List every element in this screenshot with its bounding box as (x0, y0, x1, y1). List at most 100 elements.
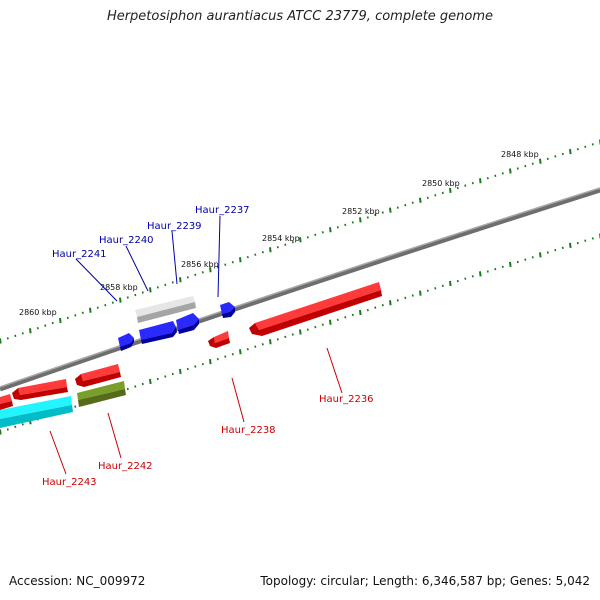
inner-minor-tick (231, 352, 234, 356)
outer-minor-tick (171, 281, 174, 284)
outer-major-tick (269, 247, 272, 253)
inner-major-tick (419, 290, 422, 296)
gene-label-haur-2243[interactable]: Haur_2243 (42, 477, 97, 488)
inner-major-tick (0, 429, 2, 435)
outer-minor-tick (516, 167, 519, 170)
outer-minor-tick (276, 245, 279, 249)
outer-major-tick (419, 197, 422, 203)
gene-haur-2242-red[interactable] (75, 364, 121, 387)
inner-minor-tick (584, 239, 587, 242)
gene-haur-2243-red[interactable] (12, 379, 68, 400)
outer-minor-tick (194, 273, 197, 277)
gene-haur-2240-a[interactable] (176, 313, 199, 334)
outer-minor-tick (546, 157, 549, 161)
outer-minor-tick (254, 253, 257, 256)
outer-major-tick (149, 287, 152, 293)
outer-minor-tick (314, 233, 317, 237)
outer-scale-ticks (0, 139, 600, 344)
inner-minor-tick (254, 345, 257, 348)
inner-minor-tick (426, 289, 429, 292)
gene-haur-2239[interactable] (135, 296, 196, 323)
inner-minor-tick (351, 313, 354, 317)
outer-minor-tick (21, 332, 24, 335)
gene-haur-2241[interactable] (118, 333, 134, 351)
gene-label-haur-2242[interactable]: Haur_2242 (98, 461, 153, 472)
outer-minor-tick (126, 296, 129, 299)
gene-label-haur-2237[interactable]: Haur_2237 (195, 205, 250, 216)
inner-minor-tick (141, 382, 144, 386)
gene-haur-2240-b[interactable] (139, 321, 177, 344)
outer-major-tick (299, 237, 302, 243)
inner-minor-tick (216, 357, 219, 361)
inner-minor-tick (224, 355, 227, 358)
inner-minor-tick (531, 256, 534, 259)
scale-label-2852: 2852 kbp (342, 207, 380, 216)
inner-minor-tick (486, 270, 489, 273)
outer-minor-tick (186, 276, 189, 279)
outer-minor-tick (81, 311, 84, 315)
outer-minor-tick (261, 250, 264, 254)
outer-minor-tick (486, 176, 489, 180)
outer-minor-tick (51, 321, 54, 325)
gene-label-haur-2240[interactable]: Haur_2240 (99, 235, 154, 246)
gene-label-haur-2238[interactable]: Haur_2238 (221, 425, 276, 436)
inner-major-tick (149, 378, 152, 385)
gene-haur-2242[interactable] (77, 381, 126, 407)
inner-minor-tick (366, 308, 369, 312)
outer-minor-tick (216, 265, 219, 269)
outer-minor-tick (411, 201, 414, 204)
inner-minor-tick (396, 299, 399, 302)
outer-minor-tick (74, 314, 77, 317)
outer-minor-tick (156, 286, 159, 289)
gene-haur-2237[interactable] (220, 302, 235, 318)
genome-summary-text: Topology: circular; Length: 6,346,587 bp… (260, 574, 590, 588)
inner-minor-tick (546, 251, 549, 254)
outer-minor-tick (66, 316, 69, 320)
inner-minor-tick (434, 287, 437, 290)
outer-minor-tick (524, 164, 527, 168)
inner-minor-tick (576, 241, 579, 245)
gene-haur-2238[interactable] (208, 331, 230, 348)
gene-haur-2236[interactable] (249, 282, 382, 336)
inner-major-tick (389, 300, 392, 306)
outer-minor-tick (351, 221, 354, 224)
inner-minor-tick (171, 372, 174, 376)
inner-minor-tick (494, 267, 497, 271)
gene-edge-red[interactable] (0, 394, 13, 410)
outer-minor-tick (224, 263, 227, 266)
gene-label-haur-2239[interactable]: Haur_2239 (147, 221, 202, 232)
inner-minor-tick (126, 387, 129, 391)
inner-minor-tick (471, 275, 474, 278)
outer-minor-tick (104, 303, 107, 307)
inner-minor-tick (591, 237, 594, 240)
inner-major-tick (299, 329, 302, 335)
accession-text: Accession: NC_009972 (9, 574, 146, 588)
outer-minor-tick (6, 337, 9, 340)
gene-label-haur-2241[interactable]: Haur_2241 (52, 249, 107, 260)
gene-haur-2243[interactable] (0, 396, 73, 428)
inner-minor-tick (14, 425, 17, 429)
outer-major-tick (179, 277, 182, 283)
outer-major-tick (479, 178, 482, 184)
outer-minor-tick (246, 255, 249, 259)
scale-label-2854: 2854 kbp (262, 234, 300, 243)
outer-major-tick (89, 307, 92, 313)
outer-minor-tick (306, 236, 309, 239)
inner-major-tick (509, 261, 512, 268)
inner-minor-tick (246, 347, 249, 351)
inner-minor-tick (284, 335, 287, 339)
outer-minor-tick (231, 260, 234, 264)
inner-minor-tick (561, 246, 564, 250)
outer-major-tick (0, 338, 2, 344)
inner-minor-tick (524, 258, 527, 261)
inner-scale-ticks (0, 233, 600, 435)
outer-minor-tick (426, 196, 429, 200)
inner-minor-tick (374, 306, 377, 309)
inner-minor-tick (74, 405, 77, 408)
outer-minor-tick (464, 184, 467, 187)
gene-label-haur-2236[interactable]: Haur_2236 (319, 394, 374, 405)
inner-major-tick (449, 280, 452, 287)
inner-minor-tick (441, 284, 444, 288)
outer-minor-tick (44, 324, 47, 327)
